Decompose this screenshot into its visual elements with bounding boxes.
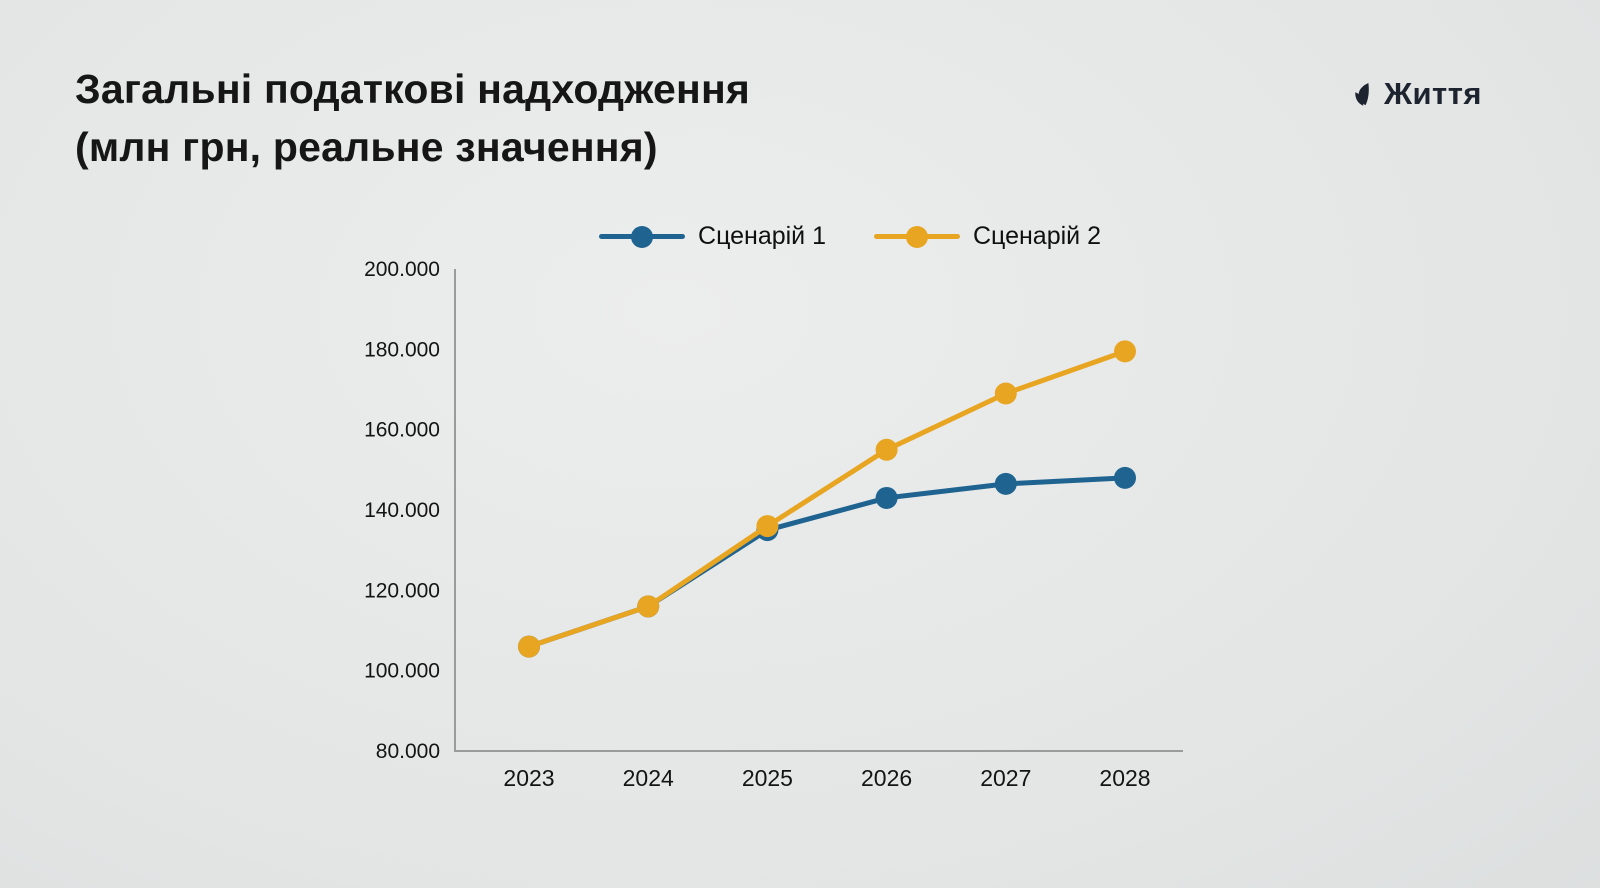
series-line-1 [526,475,1128,650]
y-tick-label: 120.000 [364,579,440,602]
brand-logo: Життя [1349,76,1482,112]
legend-label-scenario-2: Сценарій 2 [973,222,1101,250]
chart-canvas: 80.000 100.000 120.000 140.000 160.000 180.00… [364,258,1183,791]
brand-name: Життя [1383,76,1482,111]
x-tick-label: 2028 [1099,765,1150,791]
series-line-2 [526,348,1128,650]
y-tick-label: 180.000 [364,338,440,361]
legend-marker-scenario-2 [874,225,960,248]
line-chart: 80.000 100.000 120.000 140.000 160.000 180.00… [345,255,1203,806]
y-tick-label: 160.000 [364,419,440,442]
x-tick-label: 2023 [503,765,554,791]
x-tick-label: 2027 [980,765,1031,791]
legend-item-scenario-2: Сценарій 2 [874,222,1101,251]
page-title: Загальні податкові надходження (млн грн,… [75,66,751,170]
legend-item-scenario-1: Сценарій 1 [599,222,826,251]
legend-marker-scenario-1 [599,225,686,248]
chart-legend: Сценарій 1 Сценарій 2 [0,222,1600,251]
x-tick-label: 2024 [623,765,674,791]
data-point-series-2 [875,438,898,461]
data-point-series-1 [994,472,1017,495]
x-tick-label: 2025 [742,765,793,791]
legend-label-scenario-1: Сценарій 1 [698,222,826,250]
data-point-series-2 [637,595,660,618]
data-point-series-1 [875,486,898,509]
data-point-series-2 [994,382,1017,405]
leaf-icon [1349,79,1379,109]
y-tick-label: 140.000 [364,499,440,522]
y-tick-label: 100.000 [364,660,440,683]
y-tick-label: 200.000 [364,258,440,281]
data-point-series-2 [756,515,779,538]
data-point-series-1 [1114,466,1136,489]
data-point-series-2 [518,635,540,658]
x-tick-label: 2026 [861,765,912,791]
data-point-series-2 [1114,340,1136,363]
y-tick-label: 80.000 [376,740,440,763]
